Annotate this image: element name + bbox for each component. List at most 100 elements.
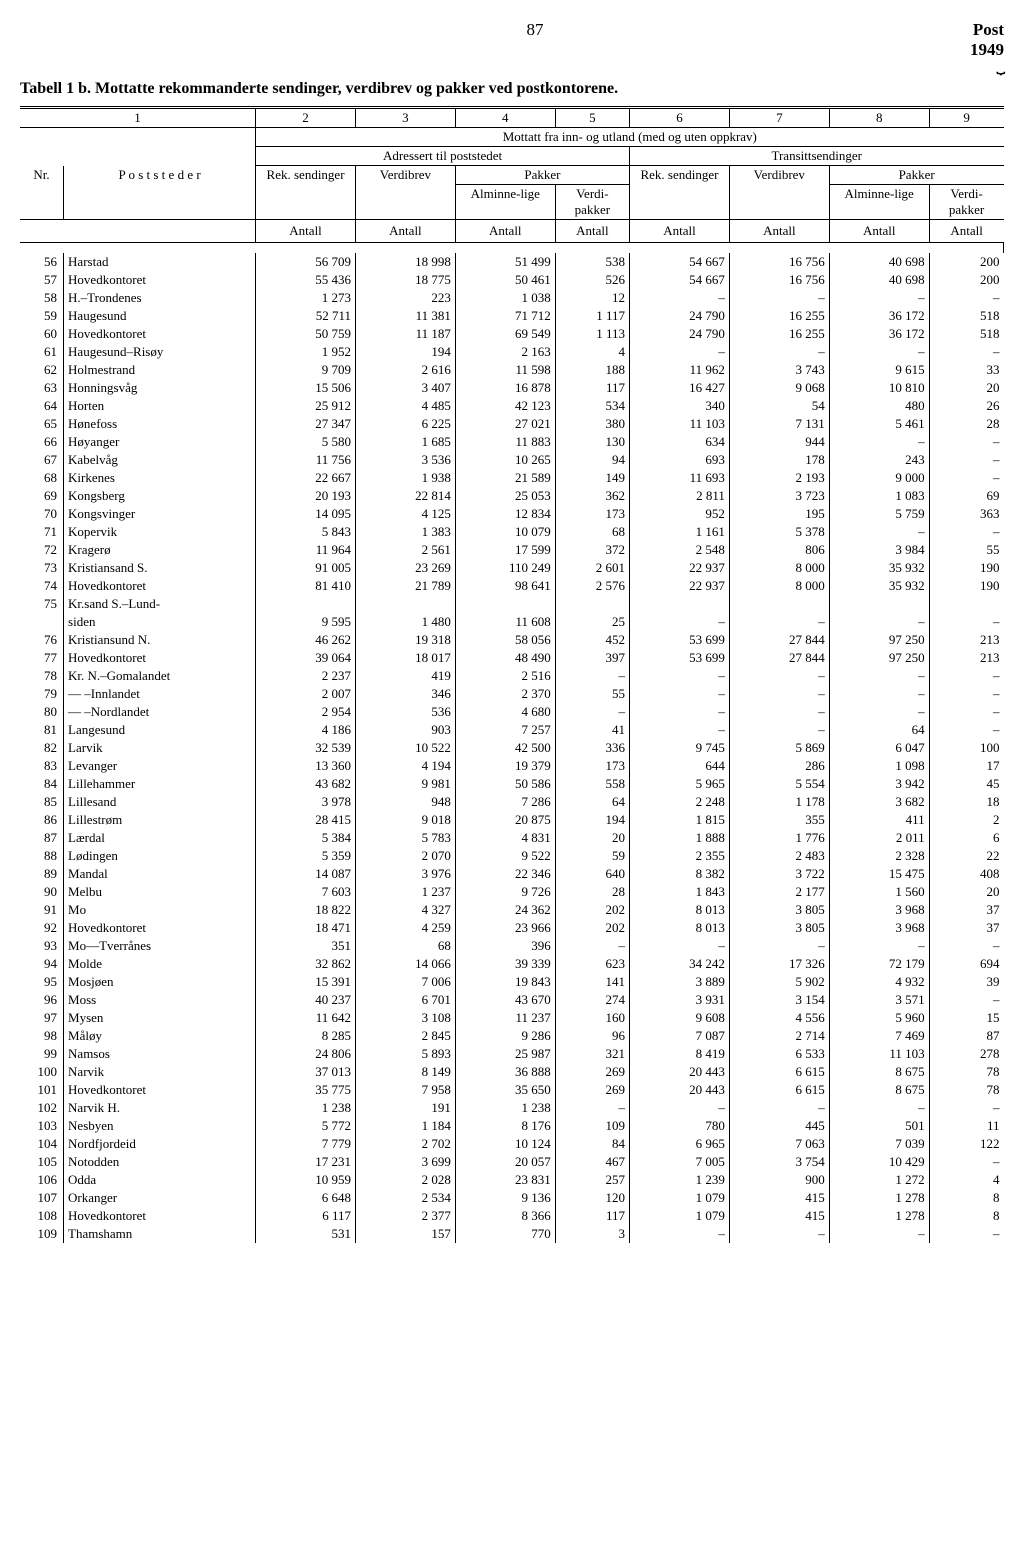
cell: 9 608 [630, 1009, 730, 1027]
cell: 536 [355, 703, 455, 721]
row-name: Melbu [64, 883, 256, 901]
row-name: Hovedkontoret [64, 325, 256, 343]
cell: 6 117 [256, 1207, 356, 1225]
cell: 2 576 [555, 577, 629, 595]
cell: 16 427 [630, 379, 730, 397]
cell: 4 [555, 343, 629, 361]
cell: 20 443 [630, 1081, 730, 1099]
cell: 53 699 [630, 631, 730, 649]
row-name: Mandal [64, 865, 256, 883]
table-row: 91Mo18 8224 32724 3622028 0133 8053 9683… [20, 901, 1004, 919]
cell: 11 103 [630, 415, 730, 433]
row-name: Hovedkontoret [64, 271, 256, 289]
cell: 110 249 [455, 559, 555, 577]
cell: 223 [355, 289, 455, 307]
cell: 321 [555, 1045, 629, 1063]
year: 1949 [970, 40, 1004, 59]
cell: 43 670 [455, 991, 555, 1009]
cell: 14 087 [256, 865, 356, 883]
row-nr: 108 [20, 1207, 64, 1225]
table-row: 82Larvik32 53910 52242 5003369 7455 8696… [20, 739, 1004, 757]
table-row: 68Kirkenes22 6671 93821 58914911 6932 19… [20, 469, 1004, 487]
pakker-2: Pakker [829, 166, 1003, 185]
cell: 7 087 [630, 1027, 730, 1045]
cell: 3 407 [355, 379, 455, 397]
cell: 1 843 [630, 883, 730, 901]
adressert-label: Adressert til poststedet [256, 147, 630, 166]
cell: 286 [729, 757, 829, 775]
cell: – [630, 343, 730, 361]
table-row: 96Moss40 2376 70143 6702743 9313 1543 57… [20, 991, 1004, 1009]
cell: 72 179 [829, 955, 929, 973]
cell: 40 237 [256, 991, 356, 1009]
row-nr: 78 [20, 667, 64, 685]
cell: 2 811 [630, 487, 730, 505]
cell: 173 [555, 757, 629, 775]
table-title: Tabell 1 b. Mottatte rekommanderte sendi… [20, 80, 1004, 98]
cell: 396 [455, 937, 555, 955]
cell: – [929, 523, 1003, 541]
cell: 2 007 [256, 685, 356, 703]
antall-3: Antall [355, 220, 455, 243]
cell: – [630, 1225, 730, 1243]
row-nr: 98 [20, 1027, 64, 1045]
cell: – [829, 703, 929, 721]
cell: 22 667 [256, 469, 356, 487]
cell: 9 018 [355, 811, 455, 829]
cell: 1 278 [829, 1189, 929, 1207]
cell: 336 [555, 739, 629, 757]
cell: 518 [929, 325, 1003, 343]
cell: – [829, 343, 929, 361]
table-row: 99Namsos24 8065 89325 9873218 4196 53311… [20, 1045, 1004, 1063]
cell: – [555, 1099, 629, 1117]
cell: 2 355 [630, 847, 730, 865]
cell: 1 952 [256, 343, 356, 361]
cell: 35 932 [829, 577, 929, 595]
cell: – [929, 343, 1003, 361]
cell: 64 [555, 793, 629, 811]
cell: – [555, 703, 629, 721]
row-name: Lærdal [64, 829, 256, 847]
cell: 19 843 [455, 973, 555, 991]
cell: 534 [555, 397, 629, 415]
cell: 14 066 [355, 955, 455, 973]
verdipk-1: Verdi-pakker [555, 185, 629, 220]
cell: 2 714 [729, 1027, 829, 1045]
cell: 4 [929, 1171, 1003, 1189]
cell: 5 384 [256, 829, 356, 847]
cell: 10 522 [355, 739, 455, 757]
cell: 12 834 [455, 505, 555, 523]
cell: 173 [555, 505, 629, 523]
row-name: Mysen [64, 1009, 256, 1027]
cell: 903 [355, 721, 455, 739]
cell: 11 608 [455, 613, 555, 631]
row-nr: 107 [20, 1189, 64, 1207]
transitt-label: Transittsendinger [630, 147, 1004, 166]
cell: 397 [555, 649, 629, 667]
cell: 5 902 [729, 973, 829, 991]
row-name: Lødingen [64, 847, 256, 865]
cell: 944 [729, 433, 829, 451]
cell: 7 005 [630, 1153, 730, 1171]
cell: 39 339 [455, 955, 555, 973]
cell: 51 499 [455, 253, 555, 271]
cell: 17 599 [455, 541, 555, 559]
verdibrev-2: Verdibrev [729, 166, 829, 220]
row-nr: 83 [20, 757, 64, 775]
row-nr: 71 [20, 523, 64, 541]
row-name: Namsos [64, 1045, 256, 1063]
cell: 11 187 [355, 325, 455, 343]
cell: 4 194 [355, 757, 455, 775]
row-name: Horten [64, 397, 256, 415]
cell: 5 960 [829, 1009, 929, 1027]
cell: 8 [929, 1207, 1003, 1225]
cell: 8 149 [355, 1063, 455, 1081]
cell: – [555, 937, 629, 955]
cell: 15 506 [256, 379, 356, 397]
cell: 3 942 [829, 775, 929, 793]
cell: 5 893 [355, 1045, 455, 1063]
cell: 11 693 [630, 469, 730, 487]
cell: 1 272 [829, 1171, 929, 1189]
cell: 7 039 [829, 1135, 929, 1153]
cell: 18 822 [256, 901, 356, 919]
